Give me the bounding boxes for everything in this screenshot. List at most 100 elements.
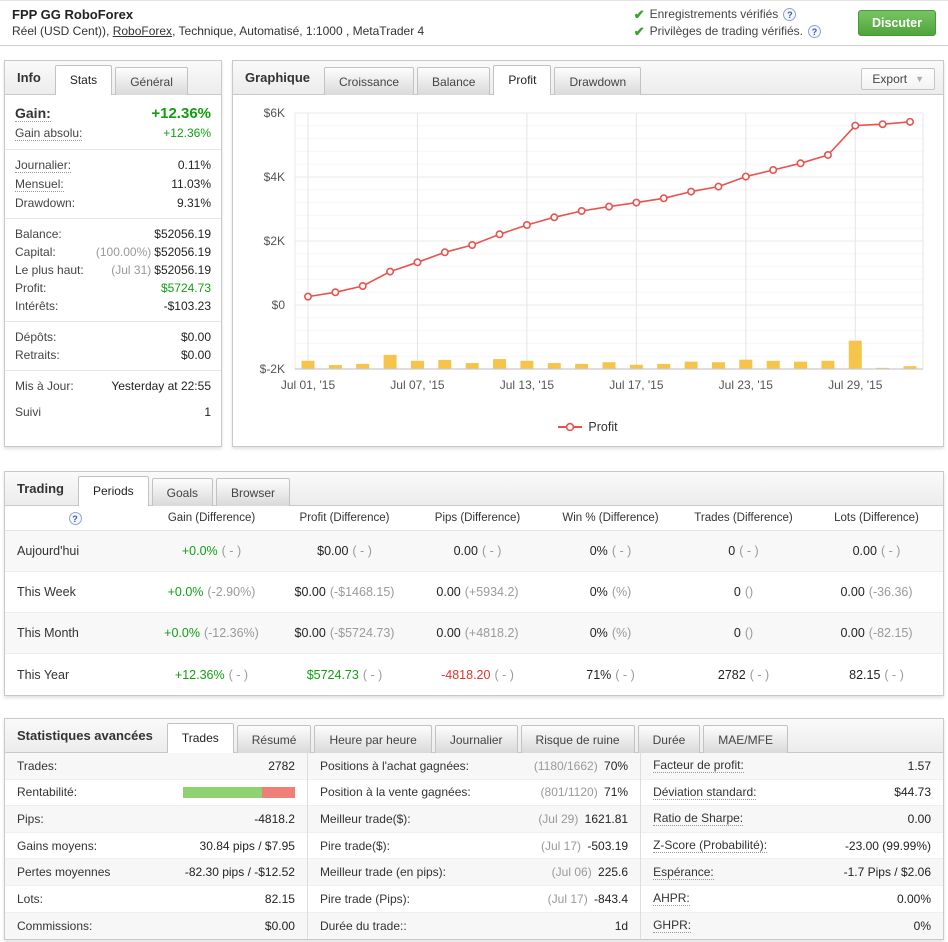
volume-bar bbox=[711, 362, 725, 369]
cell-difference: ( - ) bbox=[221, 544, 242, 558]
axis-label: Jul 13, '15 bbox=[500, 378, 555, 392]
info-row-label: Mis à Jour: bbox=[15, 379, 74, 393]
verified-records-label: Enregistrements vérifiés bbox=[649, 7, 779, 21]
stats-column: Facteur de profit: 1.57 Déviation standard… bbox=[640, 753, 943, 940]
tab-risque-de-ruine[interactable]: Risque de ruine bbox=[520, 725, 635, 753]
tab-periods[interactable]: Periods bbox=[77, 476, 149, 506]
data-point-marker bbox=[878, 120, 887, 129]
chart-panel-header: Graphique Croissance Balance Profit Drawdow… bbox=[233, 61, 943, 95]
stat-value: 82.15 bbox=[264, 891, 295, 906]
period-cell: 0.00( - ) bbox=[810, 544, 943, 558]
info-row-label: Intérêts: bbox=[15, 299, 59, 313]
cell-value: 0 bbox=[733, 585, 741, 599]
info-row-label: Profit: bbox=[15, 281, 47, 295]
volume-bar bbox=[493, 359, 507, 369]
cell-difference: ( - ) bbox=[228, 667, 249, 682]
tab-heure-par-heure[interactable]: Heure par heure bbox=[314, 725, 432, 753]
value-prefix: (Jul 29) bbox=[538, 811, 582, 826]
stat-label: Meilleur trade (en pips): bbox=[319, 865, 446, 880]
volume-bar bbox=[383, 354, 397, 369]
value-prefix: (Jul 06) bbox=[551, 865, 596, 880]
trading-panel-header: Trading Periods Goals Browser bbox=[5, 472, 943, 506]
tab-trades[interactable]: Trades bbox=[166, 723, 234, 753]
column-header: Win % (Difference) bbox=[562, 512, 659, 524]
cell-value: 0.00 bbox=[436, 585, 461, 599]
info-row: Suivi 1 bbox=[5, 403, 221, 421]
info-row: Mensuel: 11.03% bbox=[5, 175, 221, 194]
help-icon[interactable]: ? bbox=[783, 8, 797, 21]
cell-value: 82.15 bbox=[849, 667, 881, 682]
cell-difference: ( - ) bbox=[481, 544, 502, 558]
advanced-stats-panel: Statistiques avancées Trades Résumé Heure … bbox=[4, 718, 944, 941]
stat-row: Ratio de Sharpe: 0.00 bbox=[641, 806, 943, 833]
divider bbox=[5, 149, 221, 150]
axis-label: Jul 17, '15 bbox=[609, 378, 664, 392]
cell-difference: (%) bbox=[611, 585, 632, 599]
tab-dur-e[interactable]: Durée bbox=[637, 725, 701, 753]
help-icon[interactable]: ? bbox=[68, 511, 82, 525]
tab-croissance[interactable]: Croissance bbox=[324, 67, 415, 95]
value-prefix: (Jul 17) bbox=[547, 891, 592, 906]
period-cell: 0% (%) bbox=[544, 585, 677, 599]
data-point-marker bbox=[823, 150, 832, 159]
table-row: Aujourd'hui +0.0%( - ) $0.00( - ) 0.00( - )… bbox=[5, 531, 943, 572]
column-header: Pips (Difference) bbox=[434, 512, 521, 524]
volume-bar bbox=[629, 364, 643, 369]
cell-difference: (-$1468.15) bbox=[329, 585, 395, 599]
table-row: This Month +0.0% (-12.36%) $0.00 (-$5724.73)… bbox=[5, 613, 943, 654]
tab-r-sum-[interactable]: Résumé bbox=[236, 725, 312, 753]
tab-journalier[interactable]: Journalier bbox=[434, 725, 518, 753]
axis-label: $-2K bbox=[260, 362, 285, 376]
info-row-value: +12.36% bbox=[151, 105, 211, 122]
check-icon: ✔ bbox=[633, 24, 645, 39]
tab-profit[interactable]: Profit bbox=[493, 65, 552, 95]
stat-row: Commissions: $0.00 bbox=[5, 912, 307, 940]
data-point-marker bbox=[741, 172, 750, 181]
value-prefix: (1180/1662) bbox=[533, 758, 602, 773]
subtitle-prefix: Réel (USD Cent)), bbox=[12, 24, 113, 38]
cell-value: +0.0% bbox=[164, 626, 200, 640]
export-label: Export bbox=[872, 72, 908, 86]
cell-difference: ( - ) bbox=[362, 667, 383, 682]
cell-difference: () bbox=[744, 585, 754, 599]
cell-value: $0.00 bbox=[317, 544, 349, 558]
axis-label: $6K bbox=[264, 106, 285, 120]
period-cell: 0.00 (-36.36) bbox=[810, 585, 943, 599]
stat-label: Déviation standard: bbox=[653, 784, 757, 800]
chevron-down-icon: ▼ bbox=[915, 74, 924, 84]
volume-bar bbox=[684, 361, 698, 369]
stat-label: Rentabilité: bbox=[17, 785, 78, 800]
profitability-bar-loss bbox=[262, 786, 295, 798]
cell-value: 0% bbox=[589, 626, 608, 640]
export-button[interactable]: Export ▼ bbox=[861, 68, 935, 90]
broker-link[interactable]: RoboForex bbox=[112, 24, 173, 38]
profitability-bar bbox=[182, 786, 295, 798]
info-row-label: Drawdown: bbox=[15, 196, 76, 210]
stat-label: Ratio de Sharpe: bbox=[653, 811, 744, 827]
tab-g-n-ral[interactable]: Général bbox=[115, 67, 188, 95]
info-row-value: 11.03% bbox=[171, 177, 211, 191]
data-point-marker bbox=[769, 165, 778, 174]
data-point-marker bbox=[851, 121, 860, 130]
volume-bar bbox=[657, 363, 671, 369]
tab-stats[interactable]: Stats bbox=[54, 65, 113, 95]
tab-drawdown[interactable]: Drawdown bbox=[554, 67, 642, 95]
tab-goals[interactable]: Goals bbox=[151, 478, 213, 506]
volume-bar bbox=[520, 360, 534, 369]
stat-value: -82.30 pips / -$12.52 bbox=[184, 865, 295, 880]
cell-value: 0 bbox=[728, 544, 736, 558]
info-row-label: Retraits: bbox=[15, 348, 60, 362]
check-icon: ✔ bbox=[633, 7, 645, 22]
tab-browser[interactable]: Browser bbox=[216, 478, 291, 506]
chart-legend-item[interactable]: Profit bbox=[233, 414, 943, 446]
tab-mae-mfe[interactable]: MAE/MFE bbox=[703, 725, 788, 753]
axis-label: Jul 29, '15 bbox=[828, 378, 883, 392]
period-cell: 82.15( - ) bbox=[810, 668, 943, 682]
period-cell: 0.00 (+4818.2) bbox=[411, 626, 544, 640]
info-row-value: 0.11% bbox=[177, 158, 211, 172]
discuss-button[interactable]: Discuter bbox=[857, 10, 936, 36]
help-icon[interactable]: ? bbox=[808, 25, 821, 38]
info-row: Intérêts: -$103.23 bbox=[5, 297, 221, 315]
stat-row: Meilleur trade (en pips): (Jul 06) 225.6 bbox=[307, 859, 641, 886]
tab-balance[interactable]: Balance bbox=[417, 67, 491, 95]
